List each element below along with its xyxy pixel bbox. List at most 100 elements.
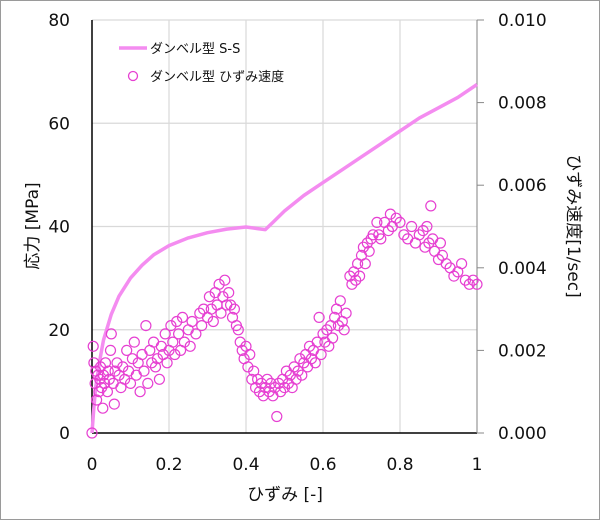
data-point-marker — [105, 328, 117, 340]
data-point-marker — [382, 225, 394, 237]
data-point-marker — [87, 340, 99, 352]
data-point-marker — [215, 307, 227, 319]
data-point-marker — [371, 216, 383, 228]
data-point-marker — [321, 324, 333, 336]
data-point-marker — [88, 357, 100, 369]
data-point-marker — [423, 237, 435, 249]
data-point-marker — [303, 340, 316, 352]
data-point-marker — [161, 357, 173, 369]
data-point-marker — [357, 241, 369, 253]
data-point-marker — [130, 369, 142, 381]
data-point-marker — [104, 344, 117, 356]
data-point-marker — [280, 365, 292, 377]
data-point-marker — [406, 220, 418, 233]
axes — [91, 19, 484, 434]
y-tick-label: 60 — [48, 114, 70, 134]
data-point-marker — [138, 365, 150, 377]
data-point-marker — [350, 274, 362, 286]
data-point-marker — [361, 237, 373, 249]
data-point-marker — [225, 299, 237, 311]
legend: ダンベル型 S-S ダンベル型 ひずみ速度 — [119, 42, 284, 85]
data-point-marker — [196, 320, 208, 332]
data-point-marker — [292, 365, 304, 377]
data-point-marker — [203, 291, 215, 303]
data-point-marker — [159, 328, 171, 340]
data-point-marker — [207, 315, 219, 328]
y-axis-title: 応力 [MPa] — [23, 182, 43, 269]
data-point-marker — [456, 258, 468, 270]
data-point-marker — [375, 233, 387, 245]
data-point-marker — [178, 336, 190, 348]
data-point-marker — [108, 398, 120, 410]
data-point-marker — [111, 357, 123, 369]
data-point-marker — [173, 328, 185, 340]
x-axis-title: ひずみ [-] — [247, 485, 323, 505]
x-tick-label: 0.4 — [232, 455, 259, 475]
data-point-marker — [278, 382, 291, 394]
data-point-marker — [296, 369, 308, 381]
data-point-marker — [467, 274, 479, 286]
data-point-marker — [244, 348, 256, 361]
data-point-marker — [463, 278, 475, 290]
data-point-marker — [315, 348, 327, 361]
data-point-marker — [294, 353, 306, 365]
data-point-marker — [384, 208, 396, 220]
y2-tick-label: 0.006 — [498, 176, 547, 196]
data-point-marker — [186, 315, 198, 328]
data-point-marker — [99, 357, 112, 369]
x-tick-label: 0.2 — [155, 455, 182, 475]
data-point-marker — [219, 274, 231, 286]
data-point-marker — [97, 402, 109, 414]
data-point-marker — [213, 278, 225, 290]
data-point-marker — [121, 344, 133, 356]
data-point-marker — [261, 373, 273, 385]
data-point-marker — [263, 386, 275, 398]
data-point-marker — [126, 353, 138, 365]
data-point-marker — [205, 303, 217, 315]
data-point-marker — [271, 410, 283, 423]
data-point-marker — [440, 258, 452, 270]
data-point-marker — [290, 373, 302, 385]
data-point-marker — [171, 315, 183, 328]
y-tick-label: 40 — [48, 218, 70, 238]
y2-tick-label: 0.004 — [498, 259, 547, 279]
data-point-marker — [346, 278, 358, 290]
y-tick-label: 0 — [59, 424, 70, 444]
data-point-marker — [332, 320, 344, 332]
data-point-marker — [146, 357, 158, 369]
strain-rate-markers — [86, 200, 483, 439]
data-point-marker — [317, 328, 329, 340]
data-point-marker — [151, 353, 163, 365]
data-point-marker — [419, 241, 431, 253]
data-point-marker — [340, 307, 352, 319]
y-tick-label: 20 — [48, 321, 70, 341]
data-point-marker — [176, 311, 189, 323]
data-point-marker — [432, 253, 445, 266]
data-point-marker — [234, 336, 246, 348]
x-tick-label: 1 — [472, 455, 483, 475]
data-point-marker — [354, 270, 366, 282]
data-point-marker — [165, 320, 177, 332]
data-point-marker — [128, 336, 140, 348]
data-point-marker — [124, 377, 137, 389]
data-point-marker — [102, 365, 114, 377]
data-point-marker — [232, 324, 244, 336]
data-point-marker — [242, 361, 254, 373]
data-point-marker — [103, 373, 115, 385]
data-point-marker — [184, 340, 196, 352]
data-point-marker — [275, 386, 287, 398]
legend-line-label: ダンベル型 S-S — [150, 42, 240, 57]
data-point-marker — [309, 357, 321, 369]
data-point-marker — [86, 427, 98, 439]
data-point-marker — [334, 295, 346, 307]
data-point-marker — [228, 303, 240, 315]
data-point-marker — [140, 320, 152, 332]
data-point-marker — [142, 377, 154, 389]
data-point-marker — [265, 377, 277, 389]
data-point-marker — [153, 373, 165, 385]
ss-curve-line — [90, 83, 478, 434]
data-point-marker — [459, 274, 471, 286]
data-point-marker — [413, 229, 425, 241]
data-point-marker — [167, 336, 179, 348]
data-point-marker — [363, 245, 375, 257]
